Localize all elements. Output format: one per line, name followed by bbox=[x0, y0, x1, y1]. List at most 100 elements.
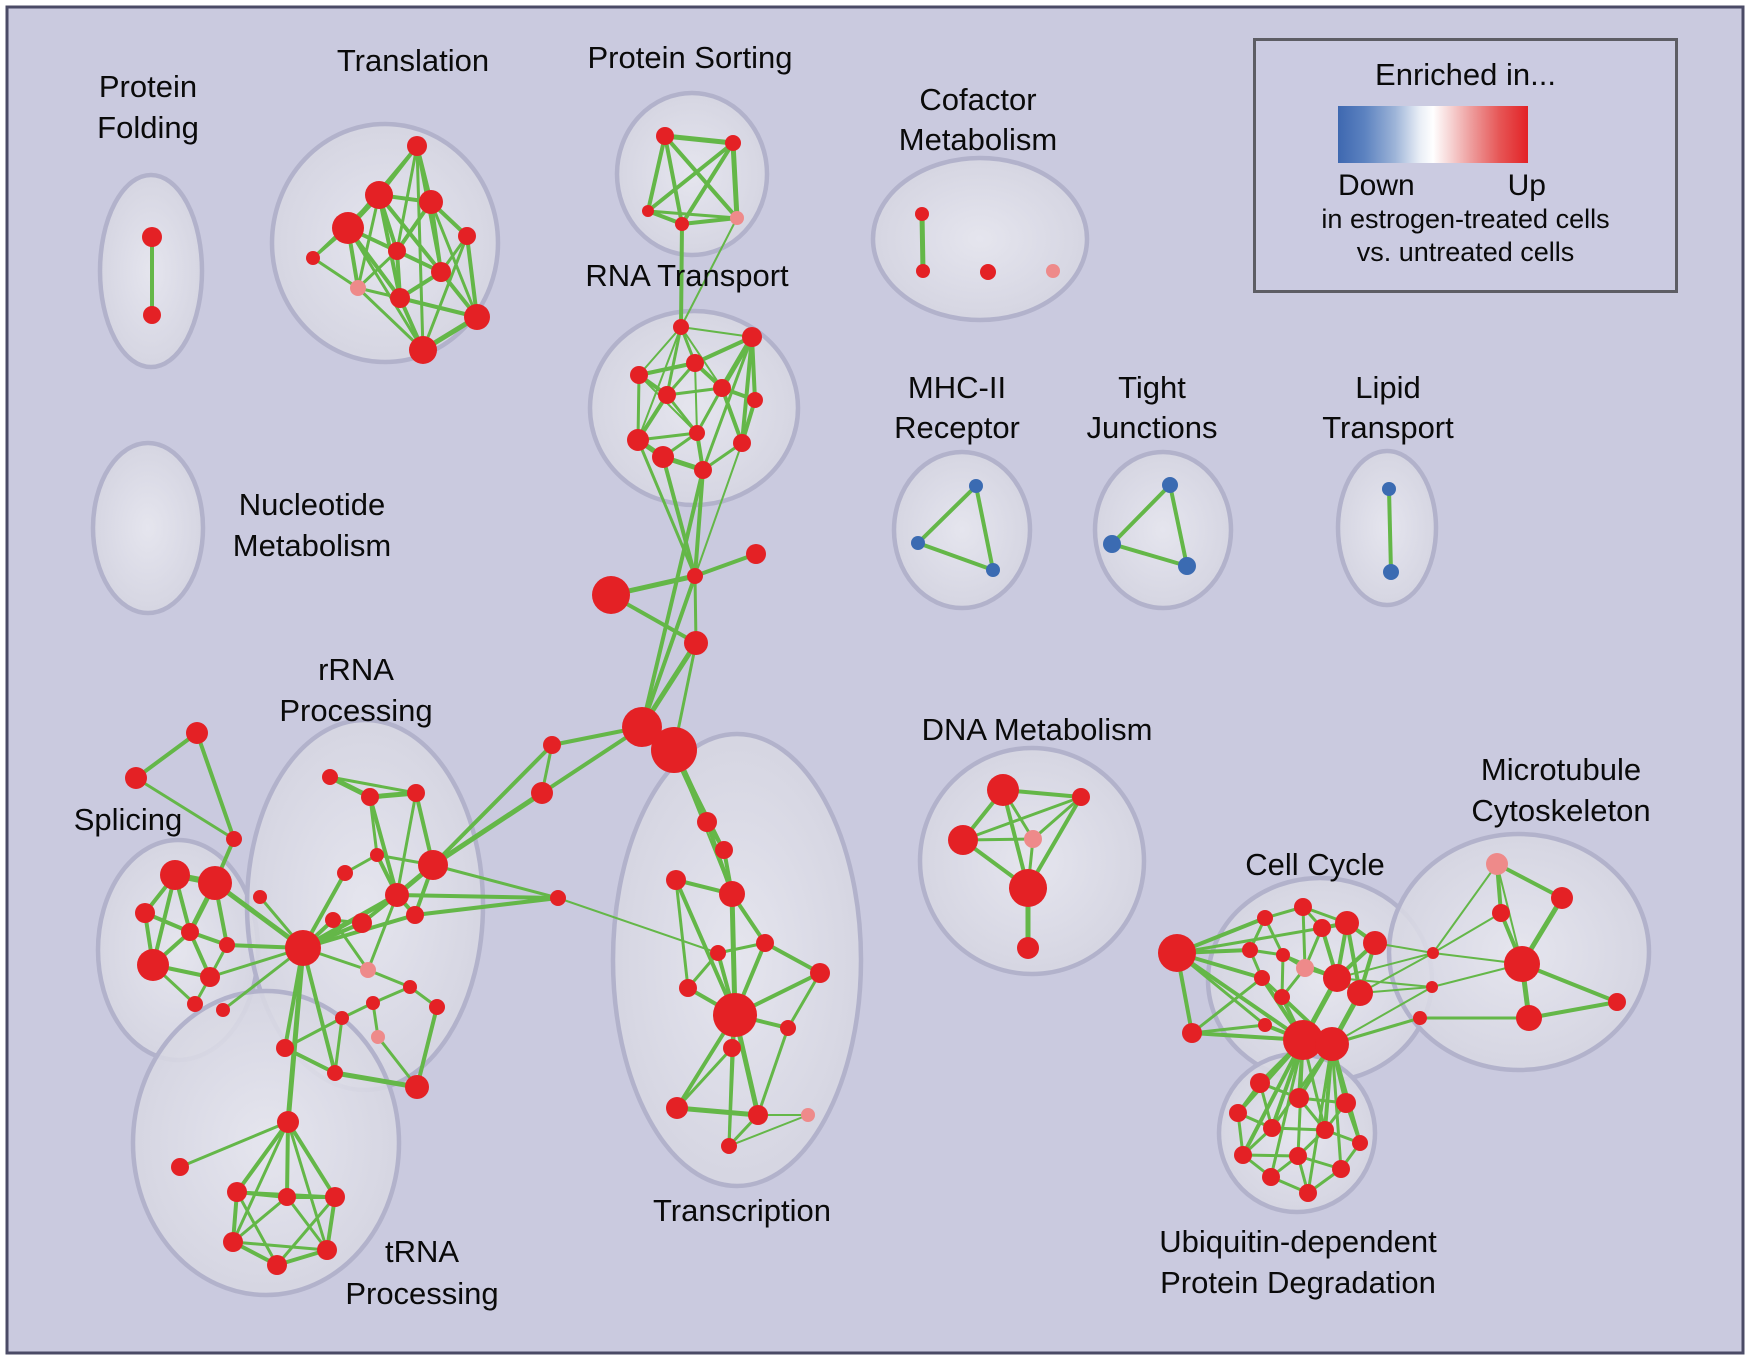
network-node[interactable] bbox=[742, 327, 762, 347]
network-node[interactable] bbox=[325, 1187, 345, 1207]
network-node[interactable] bbox=[1382, 482, 1396, 496]
network-node[interactable] bbox=[531, 782, 553, 804]
network-node[interactable] bbox=[656, 127, 674, 145]
network-node[interactable] bbox=[388, 242, 406, 260]
network-node[interactable] bbox=[407, 784, 425, 802]
network-node[interactable] bbox=[694, 461, 712, 479]
network-node[interactable] bbox=[1426, 981, 1438, 993]
network-node[interactable] bbox=[200, 967, 220, 987]
network-node[interactable] bbox=[1551, 887, 1573, 909]
network-node[interactable] bbox=[1250, 1073, 1270, 1093]
network-node[interactable] bbox=[327, 1065, 343, 1081]
network-node[interactable] bbox=[969, 479, 983, 493]
network-node[interactable] bbox=[1182, 1023, 1202, 1043]
network-node[interactable] bbox=[1242, 942, 1258, 958]
network-node[interactable] bbox=[986, 563, 1000, 577]
network-node[interactable] bbox=[458, 227, 476, 245]
network-node[interactable] bbox=[1313, 919, 1331, 937]
network-node[interactable] bbox=[652, 446, 674, 468]
network-node[interactable] bbox=[1294, 898, 1312, 916]
network-node[interactable] bbox=[1323, 964, 1351, 992]
network-node[interactable] bbox=[642, 205, 654, 217]
network-node[interactable] bbox=[627, 429, 649, 451]
network-node[interactable] bbox=[337, 865, 353, 881]
network-node[interactable] bbox=[227, 1182, 247, 1202]
network-node[interactable] bbox=[715, 841, 733, 859]
network-node[interactable] bbox=[1383, 564, 1399, 580]
network-node[interactable] bbox=[1257, 910, 1273, 926]
network-node[interactable] bbox=[171, 1158, 189, 1176]
network-node[interactable] bbox=[464, 304, 490, 330]
network-node[interactable] bbox=[721, 1138, 737, 1154]
network-node[interactable] bbox=[325, 912, 341, 928]
network-node[interactable] bbox=[1178, 557, 1196, 575]
network-node[interactable] bbox=[1332, 1160, 1350, 1178]
network-node[interactable] bbox=[278, 1188, 296, 1206]
network-node[interactable] bbox=[143, 306, 161, 324]
network-node[interactable] bbox=[801, 1108, 815, 1122]
network-node[interactable] bbox=[160, 860, 190, 890]
network-node[interactable] bbox=[276, 1039, 294, 1057]
network-node[interactable] bbox=[592, 576, 630, 614]
network-node[interactable] bbox=[277, 1111, 299, 1133]
network-node[interactable] bbox=[980, 264, 996, 280]
network-node[interactable] bbox=[719, 881, 745, 907]
network-node[interactable] bbox=[713, 379, 731, 397]
network-node[interactable] bbox=[361, 788, 379, 806]
network-node[interactable] bbox=[431, 262, 451, 282]
network-node[interactable] bbox=[1254, 970, 1270, 986]
network-node[interactable] bbox=[406, 906, 424, 924]
network-node[interactable] bbox=[390, 288, 410, 308]
network-node[interactable] bbox=[1009, 869, 1047, 907]
network-node[interactable] bbox=[810, 963, 830, 983]
network-node[interactable] bbox=[267, 1255, 287, 1275]
network-node[interactable] bbox=[253, 890, 267, 904]
network-node[interactable] bbox=[686, 354, 704, 372]
network-node[interactable] bbox=[1262, 1168, 1280, 1186]
network-node[interactable] bbox=[125, 767, 147, 789]
network-node[interactable] bbox=[543, 736, 561, 754]
network-node[interactable] bbox=[689, 425, 705, 441]
network-node[interactable] bbox=[142, 227, 162, 247]
network-node[interactable] bbox=[352, 913, 372, 933]
network-node[interactable] bbox=[317, 1240, 337, 1260]
network-node[interactable] bbox=[1427, 947, 1439, 959]
network-node[interactable] bbox=[948, 825, 978, 855]
network-node[interactable] bbox=[360, 962, 376, 978]
network-node[interactable] bbox=[1046, 264, 1060, 278]
network-node[interactable] bbox=[1316, 1121, 1334, 1139]
network-node[interactable] bbox=[216, 1003, 230, 1017]
network-node[interactable] bbox=[630, 366, 648, 384]
network-node[interactable] bbox=[622, 707, 662, 747]
network-node[interactable] bbox=[186, 722, 208, 744]
network-node[interactable] bbox=[335, 1011, 349, 1025]
network-node[interactable] bbox=[1492, 904, 1510, 922]
network-node[interactable] bbox=[405, 1075, 429, 1099]
network-node[interactable] bbox=[675, 217, 689, 231]
network-node[interactable] bbox=[697, 812, 717, 832]
network-node[interactable] bbox=[1516, 1005, 1542, 1031]
network-node[interactable] bbox=[723, 1039, 741, 1057]
network-node[interactable] bbox=[987, 774, 1019, 806]
network-node[interactable] bbox=[223, 1232, 243, 1252]
network-node[interactable] bbox=[915, 207, 929, 221]
network-node[interactable] bbox=[673, 319, 689, 335]
network-node[interactable] bbox=[306, 251, 320, 265]
network-node[interactable] bbox=[747, 392, 763, 408]
network-node[interactable] bbox=[365, 181, 393, 209]
network-node[interactable] bbox=[658, 386, 676, 404]
network-node[interactable] bbox=[1347, 980, 1373, 1006]
network-node[interactable] bbox=[1103, 535, 1121, 553]
network-node[interactable] bbox=[1234, 1146, 1252, 1164]
network-node[interactable] bbox=[1352, 1135, 1368, 1151]
network-node[interactable] bbox=[350, 280, 366, 296]
network-node[interactable] bbox=[1158, 934, 1196, 972]
network-node[interactable] bbox=[1017, 937, 1039, 959]
network-node[interactable] bbox=[371, 1030, 385, 1044]
network-node[interactable] bbox=[1486, 853, 1508, 875]
network-node[interactable] bbox=[710, 945, 726, 961]
network-node[interactable] bbox=[370, 848, 384, 862]
network-node[interactable] bbox=[429, 999, 445, 1015]
network-node[interactable] bbox=[687, 568, 703, 584]
network-node[interactable] bbox=[756, 934, 774, 952]
